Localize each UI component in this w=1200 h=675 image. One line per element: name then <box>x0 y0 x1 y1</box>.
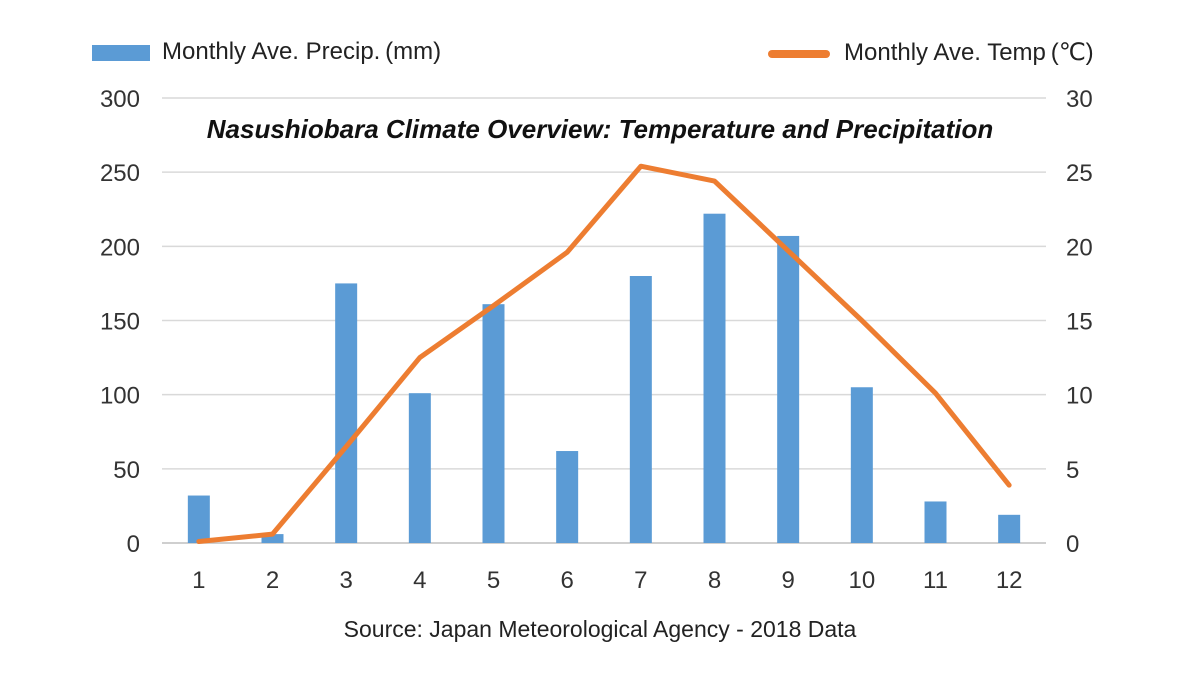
y-right-tick-label: 0 <box>1066 531 1079 558</box>
precip-bar <box>924 501 947 543</box>
x-axis: 1 2 3 4 5 6 7 8 9 10 11 12 <box>192 567 1022 594</box>
x-tick-label: 1 <box>192 567 205 594</box>
y-right-tick-label: 25 <box>1066 160 1093 187</box>
legend-temp-swatch <box>768 49 830 58</box>
y-left-tick-label: 0 <box>127 531 140 558</box>
x-tick-label: 11 <box>923 567 948 594</box>
precip-bar <box>777 235 800 543</box>
y-right-tick-label: 30 <box>1066 86 1093 113</box>
y-right-tick-label: 15 <box>1066 309 1093 336</box>
x-tick-label: 3 <box>339 567 352 594</box>
precip-bar <box>556 451 579 543</box>
source-note: Source: Japan Meteorological Agency - 20… <box>343 616 857 642</box>
y-axis-right: 0 5 10 15 20 25 30 <box>1066 86 1093 558</box>
legend-precip-label: Monthly Ave. Precip. (mm) <box>162 38 442 65</box>
x-tick-label: 10 <box>848 567 875 594</box>
y-right-tick-label: 5 <box>1066 457 1079 484</box>
x-tick-label: 6 <box>560 567 573 594</box>
legend-precip: Monthly Ave. Precip. (mm) <box>92 38 441 66</box>
x-tick-label: 9 <box>781 567 794 594</box>
temp-line <box>196 163 1012 545</box>
precip-bar <box>703 213 726 543</box>
legend-precip-swatch <box>92 44 150 61</box>
legend-temp-label: Monthly Ave. Temp (℃) <box>844 39 1094 66</box>
precip-bar <box>850 387 873 543</box>
x-tick-label: 5 <box>487 567 500 594</box>
y-right-tick-label: 20 <box>1066 234 1093 261</box>
y-axis-left: 0 50 100 150 200 250 300 <box>100 86 140 558</box>
y-left-tick-label: 150 <box>100 309 140 336</box>
y-left-tick-label: 250 <box>100 160 140 187</box>
precip-bar <box>629 276 652 543</box>
x-tick-label: 7 <box>634 567 647 594</box>
chart-title: Nasushiobara Climate Overview: Temperatu… <box>206 114 994 144</box>
precip-bar <box>408 393 431 543</box>
gridlines <box>162 97 1046 544</box>
temp-series-line <box>196 163 1012 545</box>
precip-bar <box>335 283 358 543</box>
x-tick-label: 8 <box>708 567 721 594</box>
precip-bar <box>187 495 210 543</box>
x-tick-label: 2 <box>266 567 279 594</box>
y-left-tick-label: 300 <box>100 86 140 113</box>
y-left-tick-label: 50 <box>113 457 140 484</box>
precip-bars <box>187 213 1021 543</box>
y-right-tick-label: 10 <box>1066 383 1093 410</box>
x-tick-label: 4 <box>413 567 426 594</box>
y-left-tick-label: 200 <box>100 234 140 261</box>
x-tick-label: 12 <box>996 567 1023 594</box>
precip-bar <box>998 514 1021 543</box>
legend-temp: Monthly Ave. Temp (℃) <box>768 38 1094 67</box>
y-left-tick-label: 100 <box>100 383 140 410</box>
precip-bar <box>482 304 505 543</box>
precip-bar <box>261 534 284 543</box>
